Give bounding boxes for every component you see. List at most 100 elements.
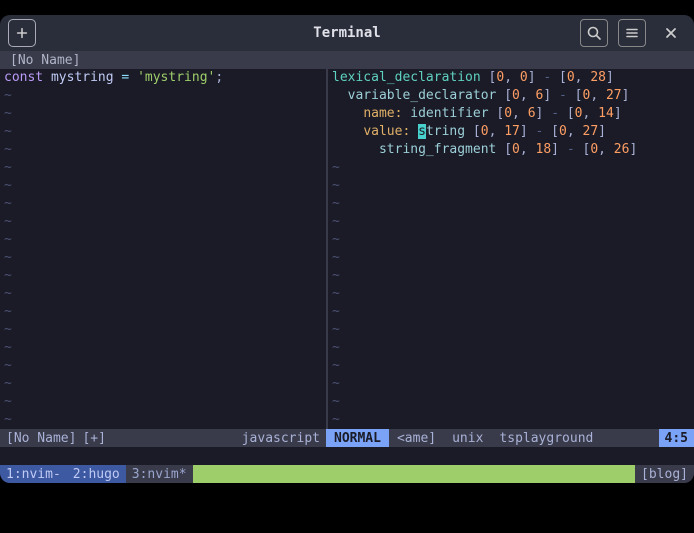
code-line: const mystring = 'mystring'; [0,69,326,87]
tree-token: - [559,88,567,103]
tree-token: 26 [614,142,630,157]
status-cursor-pos: 4:5 [659,429,694,447]
empty-line: ~ [0,339,326,357]
status-fileformat: unix [444,431,491,446]
new-tab-button[interactable] [8,19,36,47]
empty-line: ~ [0,159,326,177]
tree-token: , [512,106,528,121]
tree-token: 6 [528,106,536,121]
status-right: NORMAL <ame] unix tsplayground 4:5 [326,429,694,447]
close-button[interactable] [656,18,686,48]
tree-token: s [418,124,426,139]
search-icon [586,25,602,41]
tree-token: ] [520,124,536,139]
tree-token: - [543,70,551,85]
empty-line: ~ [0,177,326,195]
tree-token: string_fragment [379,142,496,157]
empty-line: ~ [328,249,694,267]
empty-line: ~ [0,375,326,393]
empty-line: ~ [328,303,694,321]
tree-token: , [489,124,505,139]
tree-line: string_fragment [0, 18] - [0, 26] [328,141,694,159]
tree-token: ] [629,142,637,157]
tree-token: [ [489,106,505,121]
tree-token: 0 [575,106,583,121]
tree-token: 0 [504,106,512,121]
editor-pane-right[interactable]: lexical_declaration [0, 0] - [0, 28] var… [326,69,694,429]
empty-line: ~ [328,375,694,393]
code-token: 'mystring' [137,70,215,85]
empty-line: ~ [328,393,694,411]
tree-token: 0 [512,142,520,157]
status-filetype-right: tsplayground [491,431,601,446]
tree-token [410,124,418,139]
tree-token: 18 [536,142,552,157]
empty-line: ~ [328,339,694,357]
tmux-session-name: [blog] [635,465,694,483]
tree-token: 28 [590,70,606,85]
empty-line: ~ [328,411,694,429]
tree-line: name: identifier [0, 6] - [0, 14] [328,105,694,123]
buffer-tab[interactable]: [No Name] [0,51,90,69]
tree-token: name: [363,106,402,121]
tree-token: [ [543,124,559,139]
buffer-tab-label: [No Name] [10,53,80,68]
tmux-window[interactable]: 3:nvim* [126,465,193,483]
tree-token: ] [536,106,552,121]
tree-line: variable_declarator [0, 6] - [0, 27] [328,87,694,105]
terminal-window: Terminal [No Name] [0,15,694,483]
tree-line: lexical_declaration [0, 0] - [0, 28] [328,69,694,87]
editor-pane-left[interactable]: const mystring = 'mystring';~~~~~~~~~~~~… [0,69,326,429]
tmux-status-bar: 1:nvim-2:hugo3:nvim* [blog] [0,465,694,483]
tree-token: , [583,106,599,121]
empty-line: ~ [328,321,694,339]
tree-token: ] [614,106,622,121]
tree-token: , [575,70,591,85]
tree-token: [ [496,142,512,157]
empty-line: ~ [0,411,326,429]
tree-token: ] [551,142,567,157]
tree-token: 0 [520,70,528,85]
empty-line: ~ [0,231,326,249]
tree-token: 27 [606,88,622,103]
tree-token: , [520,88,536,103]
tree-token: identifier [410,106,488,121]
empty-line: ~ [0,87,326,105]
search-button[interactable] [580,19,608,47]
status-filetype-left: javascript [242,431,320,446]
tmux-window[interactable]: 2:hugo [67,465,126,483]
empty-line: ~ [0,141,326,159]
tmux-fill [193,465,635,483]
empty-line: ~ [328,357,694,375]
tree-token: [ [496,88,512,103]
tree-token: 0 [512,88,520,103]
tree-token [332,88,348,103]
status-buffer-name-right: <ame] [389,431,444,446]
tmux-window[interactable]: 1:nvim- [0,465,67,483]
tree-token: ] [622,88,630,103]
tree-token: [ [559,106,575,121]
menu-button[interactable] [618,19,646,47]
tree-token: value: [363,124,410,139]
empty-line: ~ [328,285,694,303]
empty-line: ~ [0,105,326,123]
tree-token [332,142,379,157]
tree-token: [ [575,142,591,157]
empty-line: ~ [328,159,694,177]
tree-token: ] [598,124,606,139]
empty-line: ~ [0,285,326,303]
tree-token [332,106,363,121]
empty-line: ~ [0,393,326,411]
empty-line: ~ [328,267,694,285]
code-token [43,70,51,85]
empty-line: ~ [328,177,694,195]
tree-token: , [520,142,536,157]
tree-token: tring [426,124,465,139]
tree-token: - [551,106,559,121]
empty-line: ~ [328,195,694,213]
tree-token: ] [543,88,559,103]
command-line[interactable] [0,447,694,465]
tree-token: lexical_declaration [332,70,481,85]
status-left: [No Name] [+] javascript [0,429,326,447]
status-modified-flag: [+] [82,431,105,446]
